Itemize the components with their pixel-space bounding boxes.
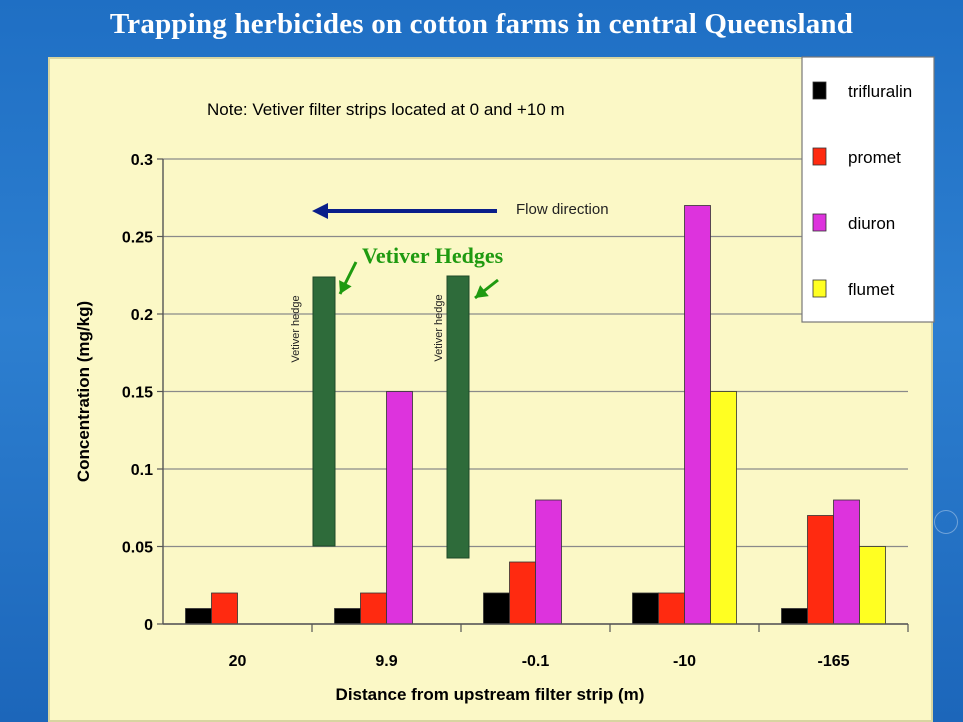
flow-arrow-head	[312, 203, 328, 219]
bar-promet	[360, 592, 387, 625]
y-tick-label: 0.15	[122, 385, 153, 402]
bar-promet	[509, 561, 536, 625]
vetiver-hedge-label: Vetiver hedge	[290, 295, 302, 362]
bar-diuron	[684, 205, 711, 625]
vetiver-hedges-label: Vetiver Hedges	[362, 243, 504, 268]
x-tick-label: -165	[817, 653, 849, 670]
x-tick-label: -10	[673, 653, 696, 670]
y-tick-label: 0.1	[131, 462, 153, 479]
y-tick-label: 0.2	[131, 307, 153, 324]
y-tick-label: 0.05	[122, 540, 153, 557]
legend-swatch-trifluralin	[812, 81, 827, 100]
bar-promet	[658, 592, 685, 625]
x-axis-label: Distance from upstream filter strip (m)	[336, 685, 645, 704]
slide-title: Trapping herbicides on cotton farms in c…	[109, 8, 854, 40]
bar-promet	[807, 515, 834, 625]
bar-trifluralin	[781, 608, 808, 625]
vetiver-hedge-band	[446, 275, 470, 559]
bar-diuron	[535, 499, 562, 625]
bar-promet	[211, 592, 238, 625]
bar-flumet	[710, 391, 737, 625]
vetiver-hedge-band	[312, 276, 336, 547]
decorative-circle	[934, 510, 958, 534]
note-text: Note: Vetiver filter strips located at 0…	[207, 100, 565, 119]
bar-diuron	[386, 391, 413, 625]
bar-trifluralin	[185, 608, 212, 625]
legend-label-promet: promet	[848, 148, 901, 167]
legend-label-flumet: flumet	[848, 280, 895, 299]
bar-trifluralin	[483, 592, 510, 625]
y-tick-label: 0	[144, 617, 153, 634]
y-tick-label: 0.25	[122, 230, 153, 247]
legend-label-trifluralin: trifluralin	[848, 82, 912, 101]
bar-trifluralin	[632, 592, 659, 625]
legend-label-diuron: diuron	[848, 214, 895, 233]
x-tick-label: 9.9	[375, 653, 397, 670]
bar-flumet	[859, 546, 886, 625]
flow-direction-label: Flow direction	[516, 201, 609, 218]
bar-trifluralin	[334, 608, 361, 625]
y-axis-label: Concentration (mg/kg)	[74, 301, 93, 482]
legend-box	[801, 56, 935, 323]
hedge-pointer-arrowhead	[339, 280, 352, 294]
y-tick-label: 0.3	[131, 152, 153, 169]
vetiver-hedge-label: Vetiver hedge	[433, 294, 445, 361]
x-tick-label: 20	[229, 653, 247, 670]
x-tick-label: -0.1	[522, 653, 550, 670]
legend-swatch-diuron	[812, 213, 827, 232]
hedge-pointer-arrowhead	[475, 285, 489, 298]
legend-swatch-flumet	[812, 279, 827, 298]
legend-swatch-promet	[812, 147, 827, 166]
bar-diuron	[833, 499, 860, 625]
